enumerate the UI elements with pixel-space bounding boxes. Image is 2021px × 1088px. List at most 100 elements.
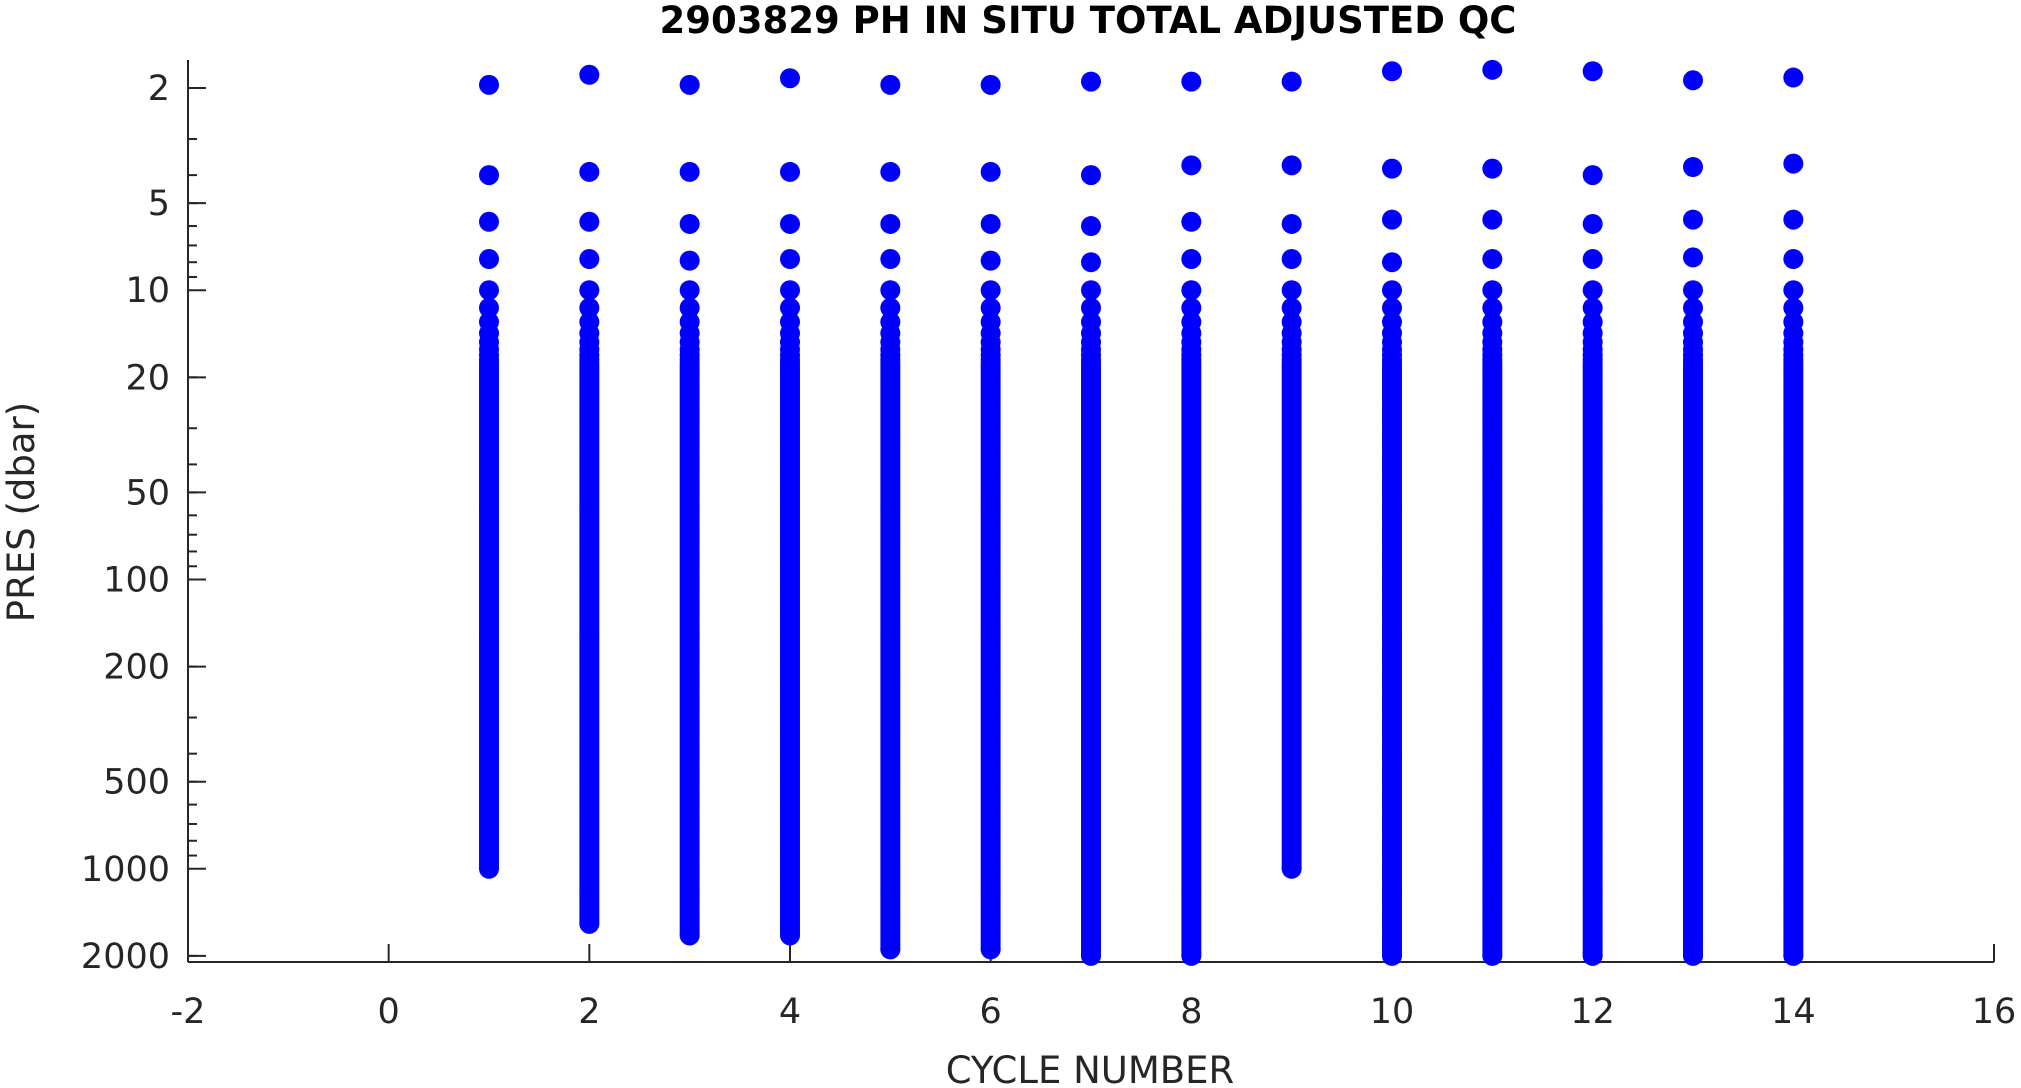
data-point bbox=[1482, 209, 1503, 230]
data-point bbox=[1683, 297, 1703, 318]
y-tick-label: 10 bbox=[125, 271, 170, 311]
data-point bbox=[1181, 249, 1202, 270]
data-point bbox=[780, 280, 800, 301]
data-point bbox=[780, 161, 800, 182]
data-point bbox=[1482, 249, 1503, 270]
data-point bbox=[679, 161, 700, 182]
data-point bbox=[1683, 247, 1703, 268]
y-tick-label: 200 bbox=[103, 648, 170, 688]
data-point bbox=[780, 297, 800, 318]
data-point bbox=[880, 939, 901, 960]
x-tick-label: 8 bbox=[1180, 992, 1202, 1032]
data-point bbox=[1081, 252, 1101, 273]
data-point bbox=[579, 64, 600, 85]
data-point bbox=[980, 297, 1001, 318]
data-point bbox=[1582, 61, 1603, 82]
data-point bbox=[880, 213, 901, 234]
data-point bbox=[980, 280, 1001, 301]
data-point bbox=[980, 213, 1001, 234]
data-point bbox=[880, 161, 901, 182]
data-point bbox=[679, 925, 700, 946]
data-point bbox=[1482, 280, 1503, 301]
data-point bbox=[479, 74, 499, 95]
data-point bbox=[1281, 280, 1302, 301]
y-tick-label: 500 bbox=[103, 763, 170, 803]
data-point bbox=[1382, 61, 1402, 82]
y-axis-label: PRES (dbar) bbox=[0, 402, 43, 622]
data-point bbox=[780, 249, 800, 270]
data-point bbox=[1482, 297, 1503, 318]
data-point bbox=[1081, 280, 1101, 301]
data-point bbox=[880, 249, 901, 270]
data-point bbox=[1281, 858, 1302, 879]
x-tick-label: 14 bbox=[1771, 992, 1816, 1032]
data-point bbox=[1582, 213, 1603, 234]
data-point bbox=[1081, 165, 1101, 186]
chart-title: 2903829 PH IN SITU TOTAL ADJUSTED QC bbox=[660, 0, 1517, 42]
y-axis: 2 5 10 20 50 100 200 500 1000 2000 bbox=[81, 60, 206, 977]
y-tick-label: 100 bbox=[103, 561, 170, 601]
data-point bbox=[1582, 249, 1603, 270]
data-point bbox=[1081, 71, 1101, 92]
data-points bbox=[479, 59, 1804, 966]
data-point bbox=[1482, 945, 1503, 966]
data-point bbox=[1281, 249, 1302, 270]
data-point bbox=[880, 280, 901, 301]
data-point bbox=[980, 939, 1001, 960]
data-point bbox=[479, 165, 499, 186]
data-point bbox=[1683, 280, 1703, 301]
data-point bbox=[1683, 157, 1703, 178]
data-point bbox=[780, 213, 800, 234]
data-point bbox=[1582, 297, 1603, 318]
data-point bbox=[479, 211, 499, 232]
y-tick-label: 2000 bbox=[81, 937, 170, 977]
data-point bbox=[1281, 297, 1302, 318]
y-tick-label: 50 bbox=[125, 473, 170, 513]
data-point bbox=[1582, 165, 1603, 186]
data-point bbox=[579, 280, 600, 301]
data-point bbox=[1181, 280, 1202, 301]
x-tick-label: 10 bbox=[1370, 992, 1415, 1032]
data-point bbox=[1382, 280, 1402, 301]
data-point bbox=[1181, 297, 1202, 318]
y-tick-label: 20 bbox=[125, 358, 170, 398]
data-point bbox=[1181, 71, 1202, 92]
data-point bbox=[679, 213, 700, 234]
data-point bbox=[479, 249, 499, 270]
data-point bbox=[1482, 158, 1503, 179]
data-point bbox=[1783, 209, 1804, 230]
data-point bbox=[1281, 213, 1302, 234]
x-axis-label: CYCLE NUMBER bbox=[946, 1049, 1235, 1088]
x-tick-label: 4 bbox=[779, 992, 801, 1032]
data-point bbox=[1081, 297, 1101, 318]
data-point bbox=[1683, 945, 1703, 966]
data-point bbox=[980, 250, 1001, 271]
data-point bbox=[1081, 945, 1101, 966]
y-tick-label: 5 bbox=[148, 184, 170, 224]
x-tick-label: 2 bbox=[578, 992, 600, 1032]
data-point bbox=[1783, 297, 1804, 318]
data-point bbox=[880, 297, 901, 318]
data-point bbox=[780, 68, 800, 89]
data-point bbox=[780, 925, 800, 946]
x-tick-label: 12 bbox=[1570, 992, 1615, 1032]
data-point bbox=[579, 161, 600, 182]
data-point bbox=[1783, 67, 1804, 88]
data-point bbox=[579, 913, 600, 934]
data-point bbox=[980, 74, 1001, 95]
data-point bbox=[1181, 155, 1202, 176]
data-point bbox=[1382, 158, 1402, 179]
data-point bbox=[1081, 216, 1101, 237]
x-tick-label: 0 bbox=[378, 992, 400, 1032]
y-tick-label: 1000 bbox=[81, 850, 170, 890]
data-point bbox=[579, 249, 600, 270]
data-point bbox=[679, 74, 700, 95]
data-point bbox=[1382, 945, 1402, 966]
data-point bbox=[1582, 945, 1603, 966]
data-point bbox=[1783, 945, 1804, 966]
data-point bbox=[579, 211, 600, 232]
data-point bbox=[1181, 211, 1202, 232]
data-point bbox=[1281, 71, 1302, 92]
data-point bbox=[1482, 59, 1503, 80]
